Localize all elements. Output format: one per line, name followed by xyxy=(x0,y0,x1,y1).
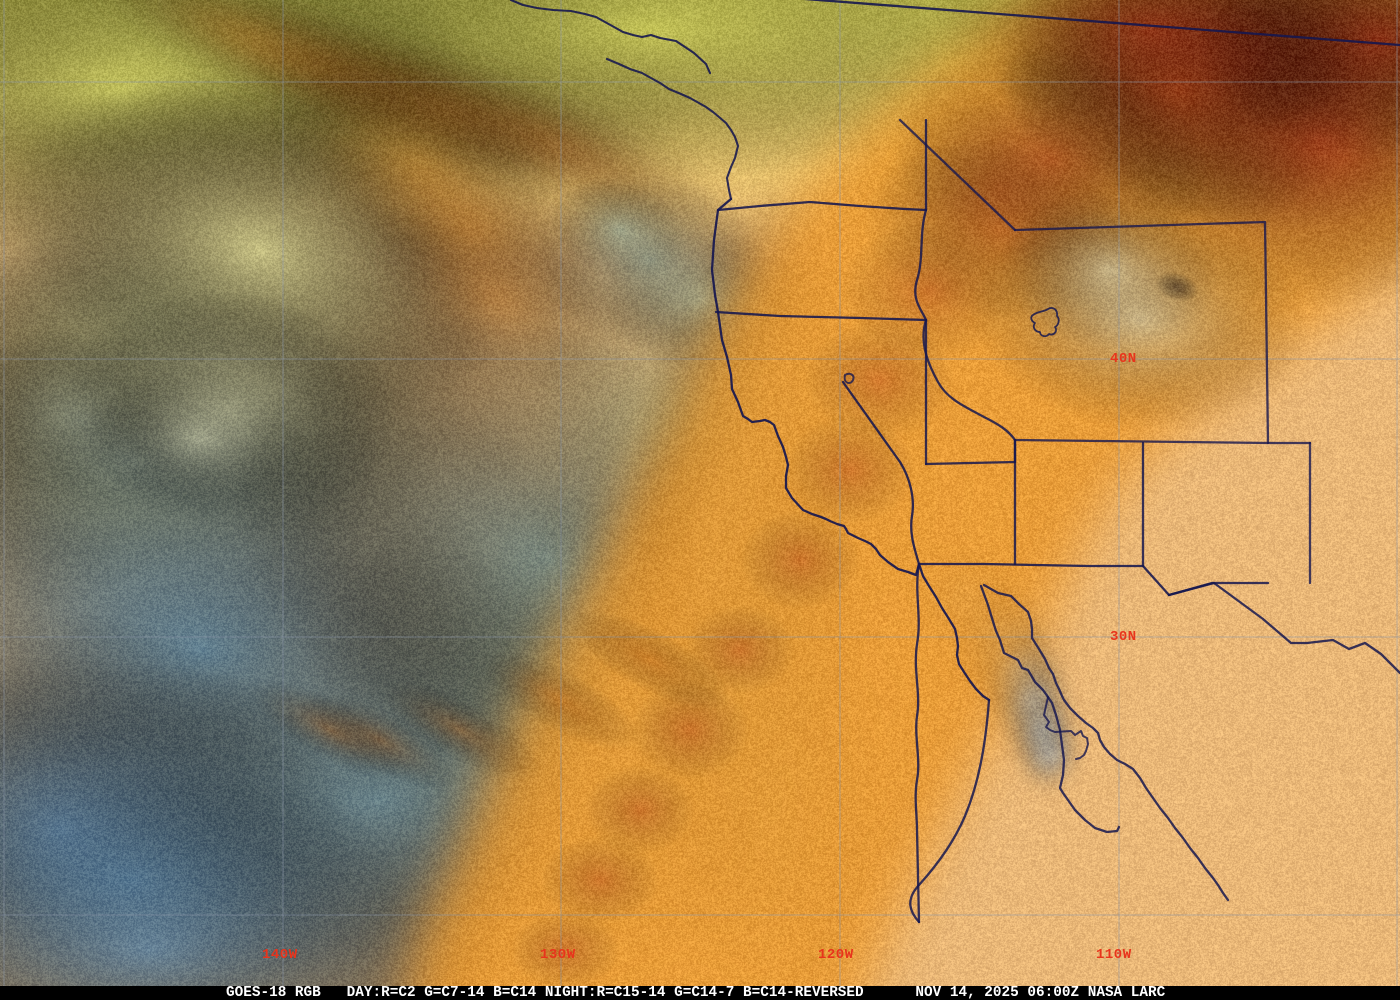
svg-text:30N: 30N xyxy=(1110,629,1137,645)
svg-text:40N: 40N xyxy=(1110,351,1137,367)
svg-text:130W: 130W xyxy=(540,947,576,963)
svg-text:110W: 110W xyxy=(1096,947,1132,963)
svg-text:120W: 120W xyxy=(818,947,854,963)
svg-text:140W: 140W xyxy=(262,947,298,963)
